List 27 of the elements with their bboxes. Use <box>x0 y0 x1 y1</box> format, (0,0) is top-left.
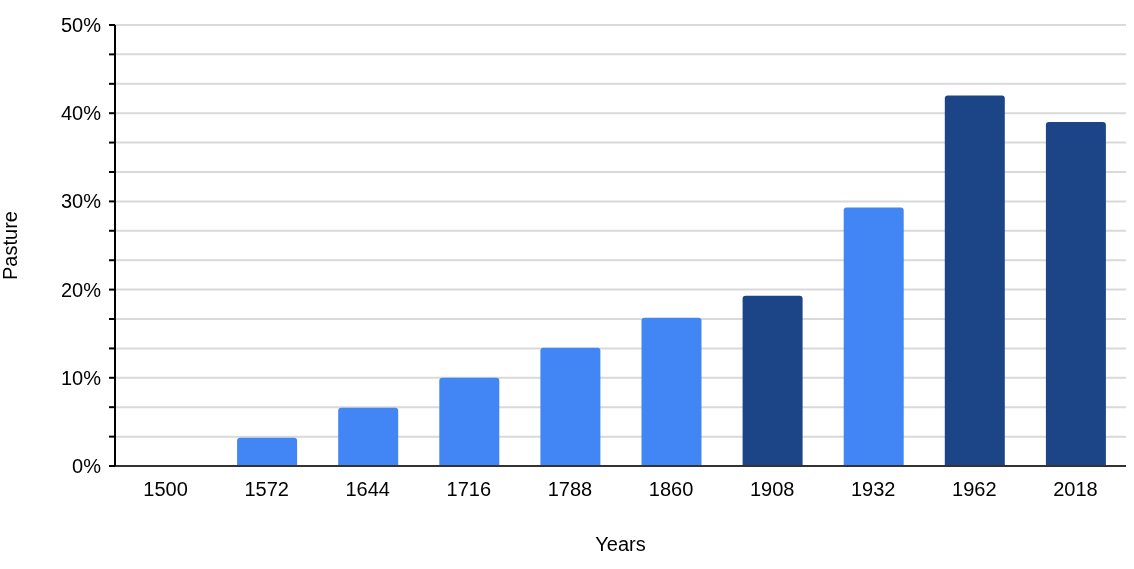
x-tick-label: 1500 <box>143 478 188 501</box>
x-tick-label: 1716 <box>446 478 492 501</box>
y-tick-label: 10% <box>60 366 102 389</box>
x-tick-label: 1788 <box>547 478 593 501</box>
y-axis-title: Pasture <box>0 211 22 280</box>
y-tick-label: 40% <box>60 102 102 125</box>
x-tick-label: 1962 <box>952 478 997 501</box>
bar <box>742 295 803 466</box>
y-tick-label: 30% <box>60 190 102 213</box>
bar <box>1045 122 1106 466</box>
x-tick-label: 1644 <box>345 478 390 501</box>
bar <box>237 437 298 466</box>
x-tick-label: 1932 <box>851 478 896 501</box>
y-tick-label: 20% <box>60 278 102 301</box>
bar <box>540 347 601 466</box>
bar <box>843 207 904 466</box>
bar <box>338 407 399 466</box>
bar <box>439 377 500 466</box>
y-tick-label: 0% <box>72 455 102 477</box>
bar <box>641 317 702 466</box>
x-tick-label: 2018 <box>1053 478 1098 501</box>
x-axis-title: Years <box>595 533 646 555</box>
bar <box>944 95 1005 466</box>
y-tick-label: 50% <box>60 14 102 36</box>
x-tick-label: 1860 <box>648 478 694 501</box>
x-tick-label: 1908 <box>749 478 795 501</box>
x-tick-label: 1572 <box>244 478 289 501</box>
